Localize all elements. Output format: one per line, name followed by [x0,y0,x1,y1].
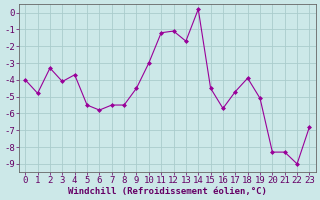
X-axis label: Windchill (Refroidissement éolien,°C): Windchill (Refroidissement éolien,°C) [68,187,267,196]
